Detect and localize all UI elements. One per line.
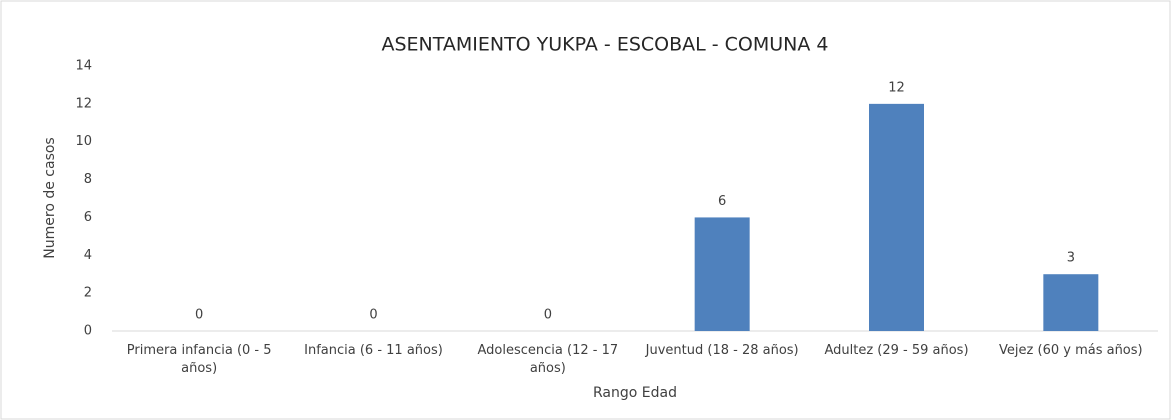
x-tick-label-box: Adultez (29 - 59 años) (824, 343, 969, 358)
data-label: 0 (544, 308, 552, 323)
x-tick-label: Adolescencia (12 - 17 años) (477, 343, 619, 376)
y-tick-label: 12 (75, 96, 92, 111)
x-tick-label-box: Infancia (6 - 11 años) (304, 343, 443, 358)
bar (1043, 274, 1099, 331)
data-label: 6 (718, 194, 726, 209)
bar (694, 217, 750, 331)
chart-title: ASENTAMIENTO YUKPA - ESCOBAL - COMUNA 4 (381, 34, 828, 56)
y-tick-label: 4 (84, 248, 92, 263)
y-tick-label: 10 (75, 134, 92, 149)
x-tick-label-box: Primera infancia (0 - 5 años) (126, 343, 272, 376)
y-axis-label: Numero de casos (42, 137, 58, 258)
y-tick-label: 14 (75, 59, 92, 74)
x-tick-label: Juventud (18 - 28 años) (645, 343, 799, 358)
x-tick-label-box: Juventud (18 - 28 años) (645, 343, 799, 358)
x-tick-label: Primera infancia (0 - 5 años) (126, 343, 272, 376)
y-tick-label: 6 (84, 210, 92, 225)
x-tick-label: Infancia (6 - 11 años) (304, 343, 443, 358)
y-tick-label: 8 (84, 172, 92, 187)
y-tick-label: 2 (84, 286, 92, 301)
data-label: 0 (369, 308, 377, 323)
x-tick-label-box: Vejez (60 y más años) (999, 343, 1143, 358)
bar (869, 103, 924, 331)
x-tick-label: Adultez (29 - 59 años) (824, 343, 969, 358)
x-tick-label: Vejez (60 y más años) (999, 343, 1143, 358)
data-label: 3 (1067, 251, 1075, 266)
data-label: 0 (195, 308, 203, 323)
x-tick-label-box: Adolescencia (12 - 17 años) (477, 343, 619, 376)
y-tick-label: 0 (84, 324, 92, 339)
x-axis-label: Rango Edad (593, 385, 677, 401)
data-label: 12 (888, 80, 905, 95)
